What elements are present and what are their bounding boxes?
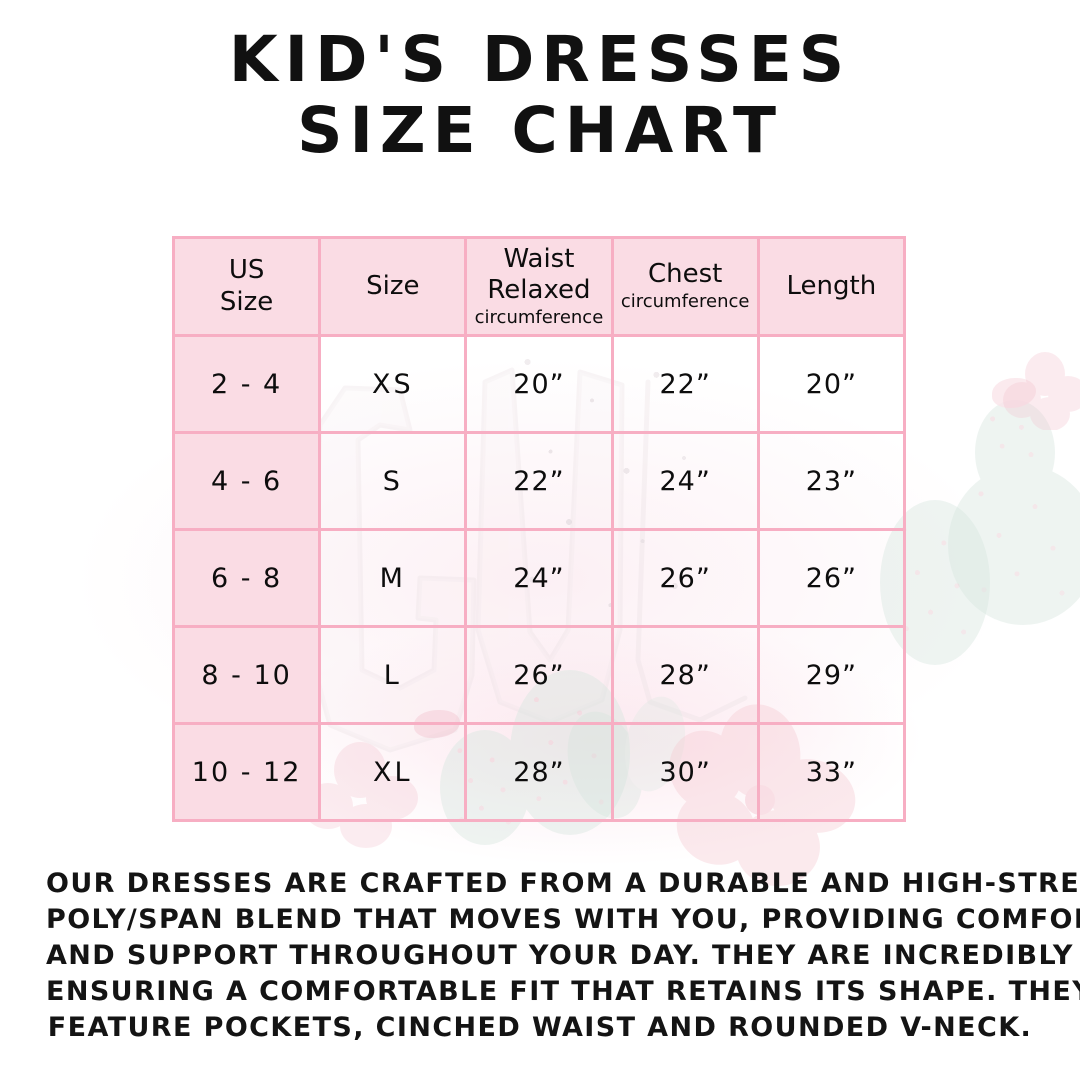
cell-chest: 30” bbox=[610, 722, 760, 822]
description-line-4: ENSURING A COMFORTABLE FIT THAT RETAINS … bbox=[46, 976, 1080, 1007]
cell-text: 33” bbox=[805, 756, 858, 788]
description-line-2: POLY/SPAN BLEND THAT MOVES WITH YOU, PRO… bbox=[46, 904, 1080, 935]
cell-chest: 26” bbox=[610, 528, 760, 628]
cell-text: 24” bbox=[513, 562, 565, 594]
cell-us-size: 2 - 4 bbox=[171, 334, 322, 434]
cell-length: 26” bbox=[756, 528, 907, 628]
header-us-size-line1: US bbox=[228, 255, 265, 286]
cell-text: 22” bbox=[513, 465, 565, 497]
table-body: 2 - 4 XS 20” 22” 20” 4 - 6 S 22” 24” 23”… bbox=[171, 334, 907, 822]
header-size-label: Size bbox=[366, 270, 420, 301]
title-line-2: SIZE CHART bbox=[297, 93, 783, 167]
cell-waist: 22” bbox=[464, 431, 614, 531]
cell-text: 8 - 10 bbox=[201, 659, 292, 691]
cell-text: L bbox=[383, 659, 402, 691]
cell-text: 23” bbox=[805, 465, 858, 497]
fabric-description: OUR DRESSES ARE CRAFTED FROM A DURABLE A… bbox=[46, 866, 1080, 1046]
cell-us-size: 10 - 12 bbox=[171, 722, 322, 822]
header-waist: Waist Relaxed circumference bbox=[464, 236, 614, 337]
cell-waist: 26” bbox=[464, 625, 614, 725]
cell-text: 10 - 12 bbox=[191, 756, 302, 788]
header-us-size-line2: Size bbox=[219, 286, 274, 317]
header-length-label: Length bbox=[786, 270, 877, 301]
cell-us-size: 6 - 8 bbox=[171, 528, 322, 628]
header-waist-line2: Relaxed bbox=[487, 274, 591, 305]
cactus-right-icon bbox=[940, 350, 1080, 650]
cell-text: 30” bbox=[659, 756, 711, 788]
cell-size: XL bbox=[318, 722, 468, 822]
description-line-3: AND SUPPORT THROUGHOUT YOUR DAY. THEY AR… bbox=[46, 940, 1080, 971]
cell-waist: 28” bbox=[464, 722, 614, 822]
cell-size: XS bbox=[318, 334, 468, 434]
cell-chest: 22” bbox=[610, 334, 760, 434]
flower-right-icon bbox=[1003, 352, 1080, 430]
cell-waist: 20” bbox=[464, 334, 614, 434]
cell-text: 20” bbox=[513, 368, 565, 400]
title-line-1: KID'S DRESSES bbox=[228, 23, 852, 96]
cell-length: 29” bbox=[756, 625, 907, 725]
description-line-1: OUR DRESSES ARE CRAFTED FROM A DURABLE A… bbox=[46, 868, 1080, 899]
cell-text: 4 - 6 bbox=[210, 465, 283, 497]
cell-length: 33” bbox=[756, 722, 907, 822]
description-line-5: FEATURE POCKETS, CINCHED WAIST AND ROUND… bbox=[47, 1012, 1033, 1043]
cell-text: 24” bbox=[659, 465, 711, 497]
table-header-row: US Size Size Waist Relaxed circumference… bbox=[171, 236, 907, 337]
cell-text: XL bbox=[373, 756, 413, 788]
header-chest: Chest circumference bbox=[610, 236, 760, 337]
cell-us-size: 4 - 6 bbox=[171, 431, 322, 531]
cell-text: XS bbox=[371, 368, 414, 400]
header-chest-label: Chest bbox=[647, 259, 723, 290]
cell-size: S bbox=[318, 431, 468, 531]
cell-text: 29” bbox=[805, 659, 858, 691]
table-row: 8 - 10 L 26” 28” 29” bbox=[171, 625, 907, 725]
cell-text: 26” bbox=[805, 562, 858, 594]
cell-waist: 24” bbox=[464, 528, 614, 628]
cell-text: 26” bbox=[513, 659, 565, 691]
table-row: 4 - 6 S 22” 24” 23” bbox=[171, 431, 907, 531]
header-waist-sub: circumference bbox=[474, 306, 604, 328]
cell-text: 28” bbox=[513, 756, 565, 788]
header-chest-sub: circumference bbox=[620, 291, 750, 313]
header-us-size: US Size bbox=[171, 236, 322, 337]
table-row: 6 - 8 M 24” 26” 26” bbox=[171, 528, 907, 628]
cell-length: 23” bbox=[756, 431, 907, 531]
header-size: Size bbox=[318, 236, 468, 337]
cell-us-size: 8 - 10 bbox=[171, 625, 322, 725]
cell-text: 2 - 4 bbox=[210, 368, 283, 400]
cell-text: 6 - 8 bbox=[210, 562, 283, 594]
cell-text: 26” bbox=[659, 562, 711, 594]
cell-text: M bbox=[379, 562, 406, 594]
header-length: Length bbox=[756, 236, 907, 337]
cell-text: 28” bbox=[659, 659, 711, 691]
header-waist-line1: Waist bbox=[503, 243, 575, 274]
cell-text: 20” bbox=[805, 368, 858, 400]
cell-chest: 24” bbox=[610, 431, 760, 531]
cell-chest: 28” bbox=[610, 625, 760, 725]
cell-length: 20” bbox=[756, 334, 907, 434]
page-title: KID'S DRESSES SIZE CHART bbox=[0, 23, 1080, 167]
cell-size: M bbox=[318, 528, 468, 628]
table-row: 10 - 12 XL 28” 30” 33” bbox=[171, 722, 907, 822]
cell-text: S bbox=[382, 465, 403, 497]
cell-text: 22” bbox=[659, 368, 711, 400]
cell-size: L bbox=[318, 625, 468, 725]
size-chart-table: US Size Size Waist Relaxed circumference… bbox=[171, 236, 907, 822]
table-row: 2 - 4 XS 20” 22” 20” bbox=[171, 334, 907, 434]
table-header: US Size Size Waist Relaxed circumference… bbox=[171, 236, 907, 337]
